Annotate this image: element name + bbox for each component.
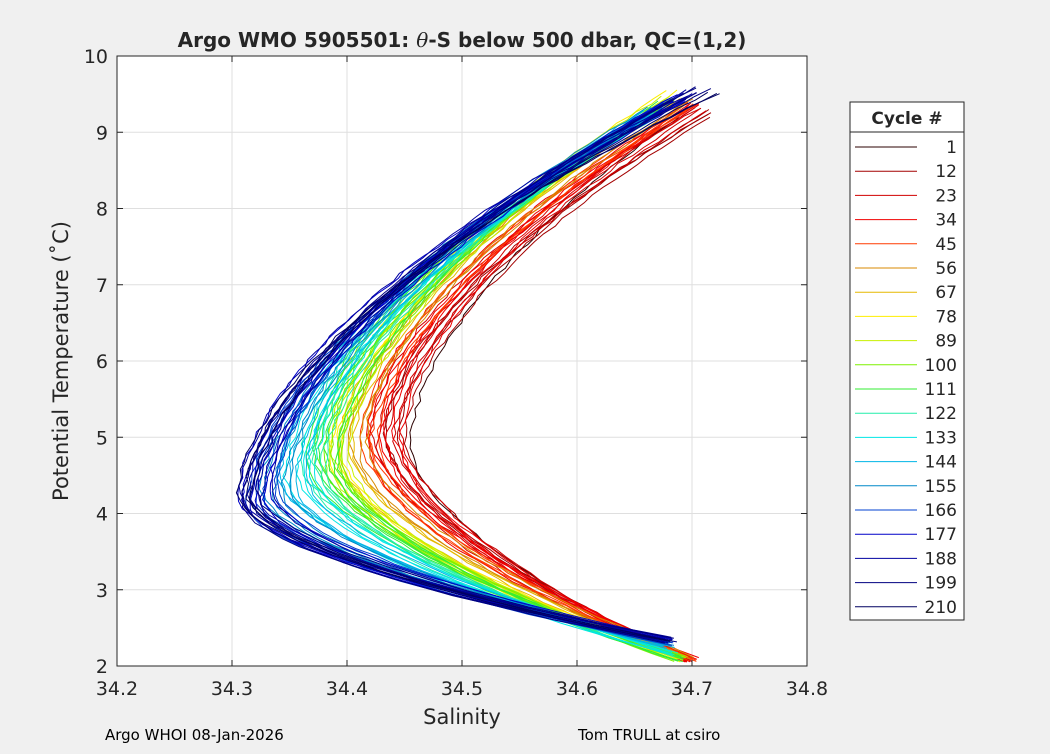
legend-label: 166: [925, 501, 957, 521]
legend: Cycle # 1 12 23 34 45 56 67 78 89 100 111 122 133 144…: [849, 101, 965, 621]
legend-entries: 1 12 23 34 45 56 67 78 89 100 111 122 133 144 155 166 17…: [855, 138, 957, 618]
legend-label: 177: [925, 525, 957, 545]
x-axis-label: Salinity: [423, 705, 501, 729]
legend-label: 1: [946, 138, 957, 158]
legend-label: 133: [925, 428, 957, 448]
profile-line: [248, 91, 709, 642]
y-axis: 2 3 4 5 6 7 8 9 10: [84, 46, 807, 678]
footer-right: Tom TRULL at csiro: [578, 726, 721, 744]
x-axis: 34.2 34.3 34.4 34.5 34.6 34.7 34.8: [96, 56, 828, 700]
legend-label: 12: [935, 162, 957, 182]
x-tick-label: 34.8: [786, 678, 828, 700]
y-tick-label: 7: [96, 275, 108, 297]
legend-box: [849, 101, 965, 621]
profile-line: [289, 107, 668, 646]
profile-line: [336, 107, 684, 659]
profile-line: [359, 105, 689, 658]
profile-line: [271, 89, 687, 642]
profile-line: [257, 92, 697, 641]
profile-line: [359, 103, 697, 662]
profile-line: [367, 104, 697, 662]
legend-label: 122: [925, 404, 957, 424]
x-tick-label: 34.2: [96, 678, 138, 700]
profiles: [235, 86, 720, 663]
x-tick-label: 34.3: [211, 678, 253, 700]
y-tick-label: 2: [96, 656, 108, 678]
legend-label: 144: [925, 453, 957, 473]
y-axis-label: Potential Temperature (˚C): [49, 221, 73, 501]
legend-label: 78: [935, 307, 957, 327]
y-tick-label: 5: [96, 427, 108, 449]
y-tick-label: 6: [96, 351, 108, 373]
legend-label: 188: [925, 549, 957, 569]
legend-label: 100: [925, 356, 957, 376]
y-tick-label: 3: [96, 580, 108, 602]
legend-label: 210: [925, 598, 957, 618]
x-tick-label: 34.7: [671, 678, 713, 700]
profile-line: [365, 103, 691, 657]
y-tick-label: 9: [96, 122, 108, 144]
legend-label: 67: [935, 283, 957, 303]
legend-label: 56: [935, 259, 957, 279]
profile-line: [398, 107, 701, 660]
legend-label: 23: [935, 186, 957, 206]
legend-label: 45: [935, 235, 957, 255]
profile-line: [378, 101, 699, 659]
chart-title: Argo WMO 5905501: θ-S below 500 dbar, QC…: [178, 28, 747, 52]
profile-line: [351, 101, 688, 658]
legend-label: 89: [935, 332, 957, 352]
legend-label: 34: [935, 211, 957, 231]
profile-line: [364, 98, 694, 658]
x-tick-label: 34.5: [441, 678, 483, 700]
x-tick-label: 34.4: [326, 678, 368, 700]
profile-line: [409, 111, 694, 660]
legend-label: 199: [925, 574, 957, 594]
profile-line: [269, 93, 682, 640]
profile-line: [319, 112, 675, 656]
y-tick-label: 10: [84, 46, 108, 68]
footer-left: Argo WHOI 08-Jan-2026: [105, 726, 284, 744]
profile-line: [246, 95, 689, 644]
legend-title: Cycle #: [871, 109, 942, 129]
profile-line: [403, 116, 711, 662]
legend-label: 155: [925, 477, 957, 497]
profile-line: [398, 102, 692, 663]
profile-line: [254, 87, 697, 639]
y-tick-label: 8: [96, 199, 108, 221]
legend-label: 111: [925, 380, 957, 400]
profile-line: [368, 101, 701, 661]
y-tick-label: 4: [96, 504, 108, 526]
x-tick-label: 34.6: [556, 678, 598, 700]
